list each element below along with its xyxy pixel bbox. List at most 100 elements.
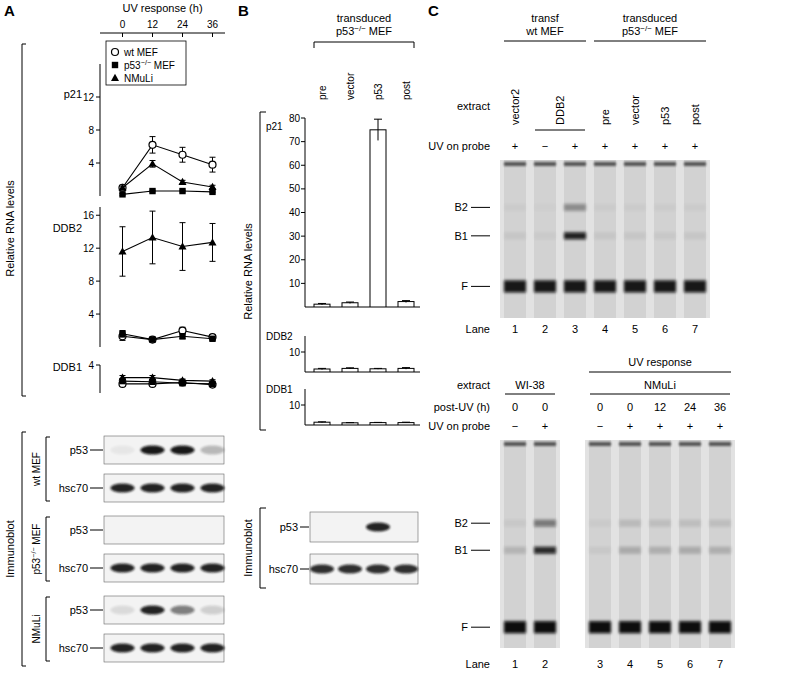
- y-tick: [301, 165, 305, 166]
- y-tick-label: 4: [88, 309, 94, 320]
- lane-smear: [649, 440, 671, 648]
- header: transduced: [337, 12, 391, 24]
- lane-number: 6: [662, 323, 668, 335]
- bracket: [22, 44, 26, 396]
- lane-smear: [594, 160, 616, 318]
- cell-label: +: [717, 420, 723, 432]
- error-bar: [120, 331, 126, 338]
- label-dash: [90, 648, 103, 649]
- blot: [104, 554, 224, 582]
- marker: [179, 188, 185, 194]
- well: [594, 162, 616, 166]
- marker: [209, 377, 217, 384]
- plot-area: [314, 119, 414, 307]
- band: [171, 446, 195, 455]
- text-part: p53: [31, 557, 42, 574]
- plot-area: [119, 211, 217, 343]
- cell-label: 0: [597, 401, 603, 413]
- band: [564, 232, 586, 239]
- y-tick-label: 4: [88, 360, 94, 371]
- band: [654, 232, 676, 239]
- lane-number: 1: [512, 323, 518, 335]
- cell-label: WI-38: [515, 379, 544, 391]
- text-part: −/−: [29, 547, 38, 557]
- error-bar: [346, 422, 354, 423]
- lane-smear: [589, 440, 611, 648]
- cell-label: vector2: [509, 89, 521, 125]
- lane-number: 5: [632, 323, 638, 335]
- marker-dash: [471, 627, 490, 628]
- error-bar: [346, 302, 354, 303]
- label-dash: [90, 488, 103, 489]
- error-bar: [402, 422, 410, 424]
- error-bar: [120, 227, 126, 276]
- y-tick-label: 8: [88, 276, 94, 287]
- y-tick-label: 20: [289, 254, 301, 265]
- marker: [209, 183, 217, 190]
- lane-number: 3: [597, 658, 603, 670]
- y-tick: [301, 352, 305, 353]
- marker: [149, 141, 156, 148]
- band: [624, 232, 646, 239]
- y-tick-label: 50: [289, 183, 301, 194]
- bracket: [260, 508, 266, 588]
- chart-title: p21: [266, 121, 283, 132]
- marker: [149, 188, 155, 194]
- cell-label: 0: [512, 401, 518, 413]
- row-label: UV on probe: [428, 420, 490, 432]
- y-tick: [301, 283, 305, 284]
- legend-label: NMuLi: [124, 73, 153, 84]
- category-label: pre: [317, 85, 328, 100]
- lane-smear: [684, 160, 706, 318]
- y-tick: [96, 163, 100, 164]
- marker-label: B1: [455, 230, 468, 242]
- error-bar: [374, 368, 382, 370]
- blot-title: Immunoblot: [242, 519, 254, 576]
- marker: [149, 336, 156, 343]
- bracket: [46, 437, 50, 501]
- lane-label: Lane: [466, 323, 490, 335]
- bracket: [22, 432, 26, 666]
- x-axis: [100, 33, 225, 34]
- band: [649, 547, 671, 554]
- legend-label: p53−/− MEF: [124, 58, 175, 71]
- marker: [119, 184, 127, 191]
- band: [654, 280, 676, 292]
- lane-smear: [504, 440, 526, 648]
- band: [679, 520, 701, 527]
- chart-title: DDB2: [53, 222, 82, 234]
- marker: [209, 161, 216, 168]
- well: [679, 442, 701, 446]
- cell-label: +: [692, 140, 698, 152]
- x-tick-label: 36: [207, 19, 219, 30]
- cell-label: NMuLi: [644, 379, 676, 391]
- band: [504, 621, 526, 633]
- band: [201, 644, 225, 653]
- band: [111, 644, 135, 653]
- text-part: MEF: [31, 524, 42, 548]
- row-label: hsc70: [59, 482, 88, 494]
- band: [201, 446, 225, 455]
- chart-title: DDB1: [53, 361, 82, 373]
- error-bar: [180, 327, 186, 334]
- marker: [119, 191, 125, 197]
- error-bar: [318, 303, 326, 304]
- band: [534, 621, 556, 633]
- band: [394, 565, 418, 574]
- lane-smear: [564, 160, 586, 318]
- error-bar: [402, 301, 410, 303]
- bracket: [260, 112, 266, 430]
- y-tick-label: 70: [289, 136, 301, 147]
- y-tick: [96, 215, 100, 216]
- well: [684, 162, 706, 166]
- lane-number: 2: [542, 658, 548, 670]
- bar: [314, 304, 330, 307]
- category-label: p53: [373, 83, 384, 100]
- plot-area: [314, 368, 414, 372]
- row-label: hsc70: [59, 562, 88, 574]
- panel-letter: B: [238, 2, 249, 19]
- label-dash: [300, 569, 309, 570]
- band: [111, 484, 135, 493]
- y-axis-title: Relative RNA levels: [4, 180, 16, 277]
- label-dash: [300, 527, 309, 528]
